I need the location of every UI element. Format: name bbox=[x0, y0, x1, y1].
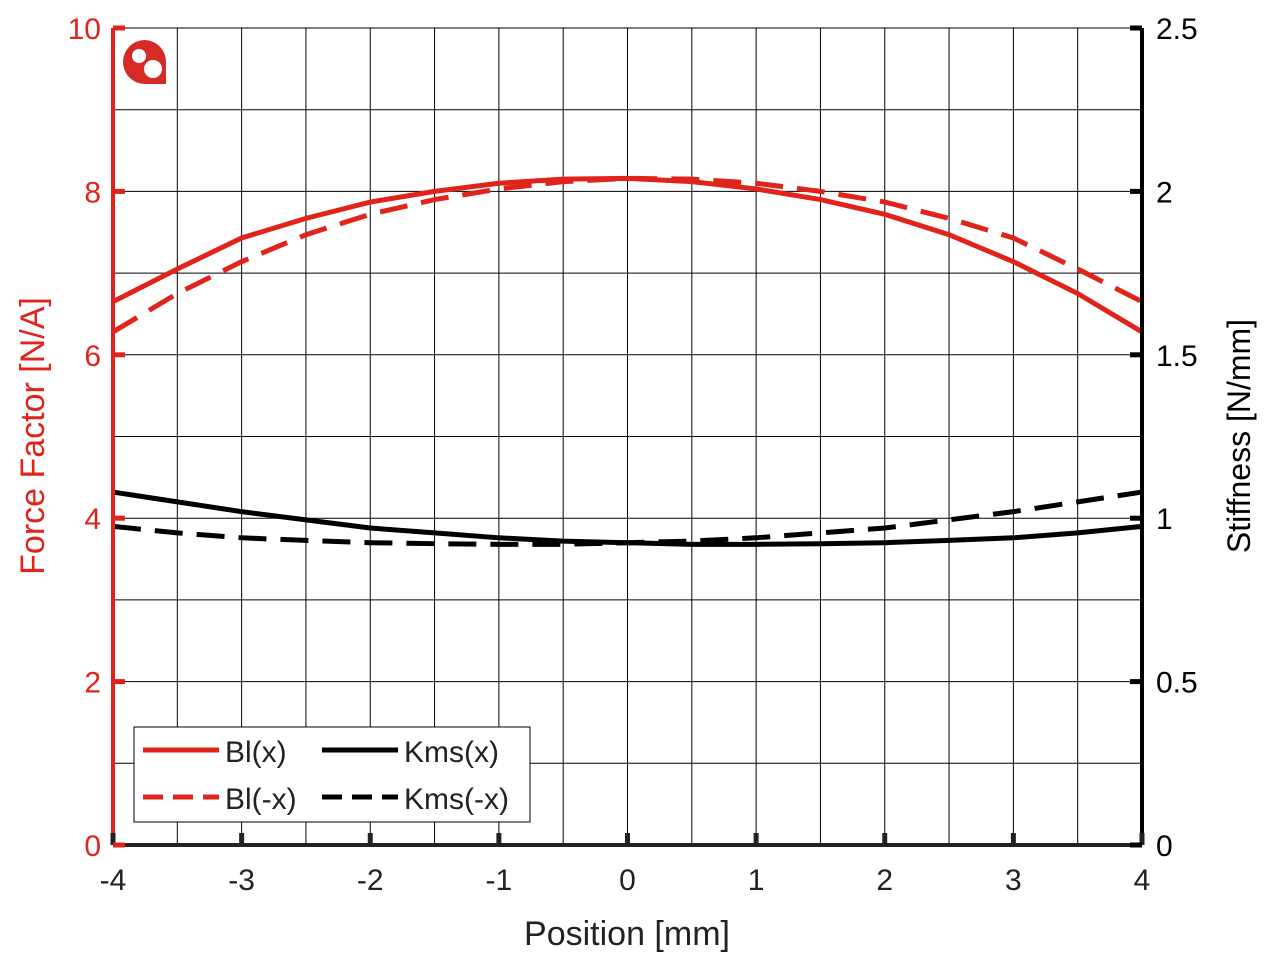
y-right-tick-label: 1.5 bbox=[1156, 340, 1198, 373]
y-left-tick-label: 6 bbox=[84, 340, 101, 373]
legend: Bl(x) Bl(-x) Kms(x) Kms(-x) bbox=[133, 726, 531, 823]
y-right-tick-label: 0 bbox=[1156, 830, 1173, 863]
y-left-tick-label: 10 bbox=[68, 13, 101, 46]
x-tick-label: 3 bbox=[1005, 864, 1022, 897]
x-axis-label: Position [mm] bbox=[524, 915, 730, 953]
x-tick-label: -2 bbox=[357, 864, 384, 897]
series-lines bbox=[111, 175, 1144, 547]
grid bbox=[112, 27, 1143, 846]
y-left-tick-label: 4 bbox=[84, 503, 101, 536]
x-tick-label: -3 bbox=[228, 864, 255, 897]
legend-label: Bl(x) bbox=[225, 736, 287, 769]
x-tick-label: -4 bbox=[100, 864, 127, 897]
y-right-tick-label: 1 bbox=[1156, 503, 1173, 536]
y-axis-right-label: Stiffness [N/mm] bbox=[1221, 319, 1257, 553]
series-line-3 bbox=[112, 489, 1143, 547]
y-left-tick-label: 2 bbox=[84, 667, 101, 700]
y-right-tick-label: 2.5 bbox=[1156, 13, 1198, 46]
legend-label: Kms(x) bbox=[404, 736, 499, 769]
y-axis-left-label: Force Factor [N/A] bbox=[14, 297, 52, 575]
logo-icon bbox=[123, 40, 167, 84]
x-tick-label: -1 bbox=[486, 864, 513, 897]
series-line-0 bbox=[111, 175, 1144, 335]
legend-label: Kms(-x) bbox=[404, 783, 509, 816]
x-tick-label: 2 bbox=[876, 864, 893, 897]
y-right-tick-label: 2 bbox=[1156, 176, 1173, 209]
y-right-tick-label: 0.5 bbox=[1156, 667, 1198, 700]
x-tick-label: 1 bbox=[748, 864, 765, 897]
x-tick-label: 0 bbox=[619, 864, 636, 897]
legend-label: Bl(-x) bbox=[225, 783, 297, 816]
y-left-tick-label: 0 bbox=[84, 830, 101, 863]
y-left-tick-label: 8 bbox=[84, 176, 101, 209]
series-line-1 bbox=[111, 175, 1144, 335]
x-tick-label: 4 bbox=[1134, 864, 1151, 897]
